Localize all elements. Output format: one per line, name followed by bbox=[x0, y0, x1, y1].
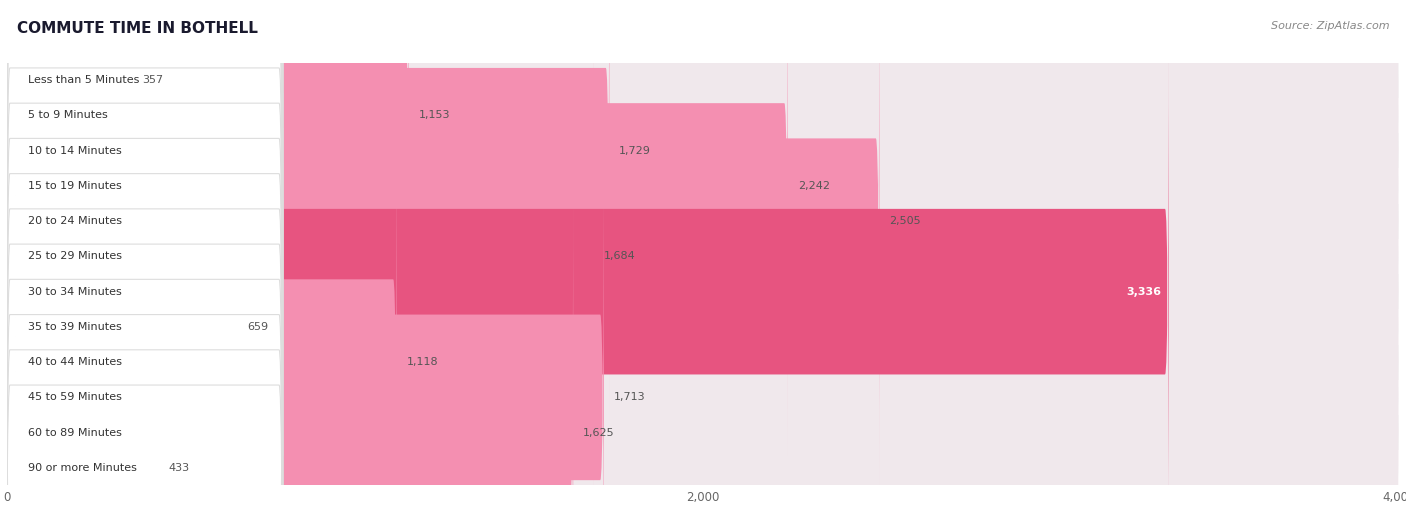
FancyBboxPatch shape bbox=[7, 0, 409, 385]
Text: 2,242: 2,242 bbox=[797, 181, 830, 191]
FancyBboxPatch shape bbox=[7, 163, 574, 522]
Text: 2,505: 2,505 bbox=[889, 216, 921, 226]
FancyBboxPatch shape bbox=[7, 0, 1399, 350]
Text: 15 to 19 Minutes: 15 to 19 Minutes bbox=[28, 181, 122, 191]
FancyBboxPatch shape bbox=[7, 92, 283, 522]
FancyBboxPatch shape bbox=[7, 0, 593, 522]
FancyBboxPatch shape bbox=[7, 22, 283, 522]
FancyBboxPatch shape bbox=[7, 57, 238, 522]
FancyBboxPatch shape bbox=[7, 92, 1399, 522]
FancyBboxPatch shape bbox=[7, 57, 1399, 522]
Text: 1,153: 1,153 bbox=[419, 111, 450, 121]
Text: 90 or more Minutes: 90 or more Minutes bbox=[28, 463, 136, 473]
FancyBboxPatch shape bbox=[7, 198, 1399, 522]
FancyBboxPatch shape bbox=[7, 0, 283, 420]
Text: COMMUTE TIME IN BOTHELL: COMMUTE TIME IN BOTHELL bbox=[17, 21, 257, 36]
Bar bbox=[7, 63, 1399, 98]
Text: 1,625: 1,625 bbox=[583, 428, 614, 437]
Text: 1,118: 1,118 bbox=[406, 357, 439, 367]
Bar bbox=[7, 380, 1399, 415]
Text: 3,336: 3,336 bbox=[1126, 287, 1161, 296]
FancyBboxPatch shape bbox=[7, 22, 1399, 522]
Bar bbox=[7, 274, 1399, 309]
Bar bbox=[7, 169, 1399, 204]
FancyBboxPatch shape bbox=[7, 0, 1399, 456]
Bar bbox=[7, 239, 1399, 274]
FancyBboxPatch shape bbox=[7, 163, 283, 522]
FancyBboxPatch shape bbox=[7, 0, 283, 491]
Text: 40 to 44 Minutes: 40 to 44 Minutes bbox=[28, 357, 122, 367]
FancyBboxPatch shape bbox=[7, 0, 1399, 385]
Text: 35 to 39 Minutes: 35 to 39 Minutes bbox=[28, 322, 122, 332]
FancyBboxPatch shape bbox=[7, 0, 283, 522]
FancyBboxPatch shape bbox=[7, 22, 1168, 522]
Text: 1,713: 1,713 bbox=[613, 393, 645, 402]
Text: 45 to 59 Minutes: 45 to 59 Minutes bbox=[28, 393, 122, 402]
Text: 25 to 29 Minutes: 25 to 29 Minutes bbox=[28, 252, 122, 262]
FancyBboxPatch shape bbox=[7, 0, 609, 420]
FancyBboxPatch shape bbox=[7, 163, 1399, 522]
FancyBboxPatch shape bbox=[7, 0, 1399, 420]
FancyBboxPatch shape bbox=[7, 128, 603, 522]
FancyBboxPatch shape bbox=[7, 0, 283, 350]
Bar bbox=[7, 345, 1399, 380]
FancyBboxPatch shape bbox=[7, 0, 1399, 522]
Bar bbox=[7, 309, 1399, 345]
FancyBboxPatch shape bbox=[7, 0, 132, 350]
Text: 5 to 9 Minutes: 5 to 9 Minutes bbox=[28, 111, 108, 121]
Text: 20 to 24 Minutes: 20 to 24 Minutes bbox=[28, 216, 122, 226]
Bar bbox=[7, 204, 1399, 239]
FancyBboxPatch shape bbox=[7, 0, 283, 456]
FancyBboxPatch shape bbox=[7, 0, 787, 456]
FancyBboxPatch shape bbox=[7, 198, 283, 522]
Text: 1,729: 1,729 bbox=[619, 146, 651, 156]
Bar bbox=[7, 98, 1399, 133]
Bar bbox=[7, 133, 1399, 169]
FancyBboxPatch shape bbox=[7, 128, 1399, 522]
Text: Source: ZipAtlas.com: Source: ZipAtlas.com bbox=[1271, 21, 1389, 31]
Text: 60 to 89 Minutes: 60 to 89 Minutes bbox=[28, 428, 122, 437]
Bar bbox=[7, 415, 1399, 450]
Bar bbox=[7, 450, 1399, 485]
FancyBboxPatch shape bbox=[7, 198, 159, 522]
FancyBboxPatch shape bbox=[7, 92, 396, 522]
FancyBboxPatch shape bbox=[7, 128, 283, 522]
Text: Less than 5 Minutes: Less than 5 Minutes bbox=[28, 75, 139, 85]
Text: 30 to 34 Minutes: 30 to 34 Minutes bbox=[28, 287, 122, 296]
Text: 10 to 14 Minutes: 10 to 14 Minutes bbox=[28, 146, 122, 156]
Text: 1,684: 1,684 bbox=[603, 252, 636, 262]
FancyBboxPatch shape bbox=[7, 0, 1399, 491]
Text: 357: 357 bbox=[142, 75, 163, 85]
Text: 433: 433 bbox=[169, 463, 190, 473]
FancyBboxPatch shape bbox=[7, 57, 283, 522]
Text: 659: 659 bbox=[247, 322, 269, 332]
FancyBboxPatch shape bbox=[7, 0, 283, 385]
FancyBboxPatch shape bbox=[7, 0, 879, 491]
